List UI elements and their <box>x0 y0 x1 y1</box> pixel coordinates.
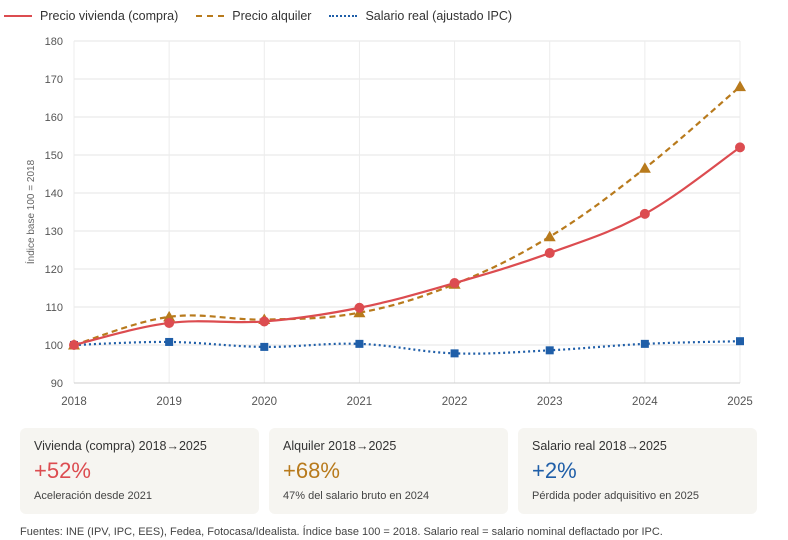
card-value: +52% <box>34 458 91 483</box>
legend-swatch-dashed <box>196 15 225 17</box>
x-tick-label: 2021 <box>347 396 373 408</box>
point-salario <box>260 342 269 351</box>
point-precio <box>735 142 745 153</box>
point-precio <box>69 340 79 350</box>
card-title: Vivienda (compra) 2018→2025 <box>34 439 207 453</box>
point-precio <box>639 208 650 219</box>
legend-item-vivienda: Precio vivienda (compra) <box>4 9 178 23</box>
line-chart: 90 100 110 120 130 140 150 160 170 180 2018 2019 202… <box>24 36 753 408</box>
source-footnote: Fuentes: INE (IPV, IPC, EES), Fedea, Fot… <box>20 526 663 538</box>
legend-swatch-dotted <box>329 15 358 17</box>
card-value: +2% <box>532 458 577 483</box>
legend-item-salario: Salario real (ajustado IPC) <box>329 9 512 23</box>
card-subtitle: Aceleración desde 2021 <box>34 490 153 502</box>
point-precio <box>449 278 460 289</box>
card-vivienda: Vivienda (compra) 2018→2025 +52% Acelera… <box>20 428 259 514</box>
y-tick-label: 180 <box>45 36 63 48</box>
point-salario <box>545 346 554 355</box>
legend-label-alquiler: Precio alquiler <box>232 9 312 23</box>
y-tick-label: 140 <box>45 188 63 200</box>
card-title: Salario real 2018→2025 <box>532 439 667 453</box>
y-tick-label: 160 <box>45 112 63 124</box>
legend-label-vivienda: Precio vivienda (compra) <box>40 9 179 23</box>
card-title: Alquiler 2018→2025 <box>283 439 397 453</box>
legend-item-alquiler: Precio alquiler <box>196 9 311 23</box>
card-subtitle: 47% del salario bruto en 2024 <box>283 490 430 502</box>
x-tick-label: 2020 <box>251 396 277 408</box>
y-tick-label: 110 <box>45 302 63 314</box>
x-tick-label: 2022 <box>442 396 468 408</box>
point-precio <box>164 317 175 328</box>
point-precio <box>259 316 270 327</box>
x-tick-label: 2024 <box>632 396 658 408</box>
point-precio <box>543 230 556 242</box>
x-tick-label: 2019 <box>156 396 182 408</box>
x-tick-label: 2018 <box>61 396 87 408</box>
card-alquiler: Alquiler 2018→2025 +68% 47% del salario … <box>269 428 508 514</box>
point-precio <box>734 80 746 92</box>
chart-legend: Precio vivienda (compra) Precio alquiler… <box>4 9 512 23</box>
point-salario <box>450 349 459 358</box>
series-line-salario <box>73 340 741 355</box>
summary-cards: Vivienda (compra) 2018→2025 +52% Acelera… <box>20 428 757 514</box>
x-tick-label: 2023 <box>537 396 563 408</box>
y-tick-label: 150 <box>45 150 63 162</box>
y-tick-label: 130 <box>45 226 63 238</box>
y-tick-label: 120 <box>45 264 63 276</box>
point-salario <box>355 339 364 348</box>
y-tick-label: 90 <box>51 378 63 390</box>
card-subtitle: Pérdida poder adquisitivo en 2025 <box>532 490 699 502</box>
x-tick-label: 2025 <box>727 396 753 408</box>
point-salario <box>640 339 649 348</box>
point-precio <box>638 162 651 173</box>
card-salario: Salario real 2018→2025 +2% Pérdida poder… <box>518 428 757 514</box>
y-axis-label: Índice base 100 = 2018 <box>24 159 37 264</box>
legend-swatch-solid <box>4 15 32 17</box>
point-precio <box>544 248 555 259</box>
point-salario <box>165 337 174 346</box>
y-tick-label: 100 <box>45 340 63 352</box>
legend-label-salario: Salario real (ajustado IPC) <box>365 9 513 23</box>
y-tick-label: 170 <box>45 74 63 86</box>
card-value: +68% <box>283 458 340 483</box>
point-precio <box>354 302 365 313</box>
point-precio <box>163 310 176 322</box>
point-salario <box>736 337 744 346</box>
